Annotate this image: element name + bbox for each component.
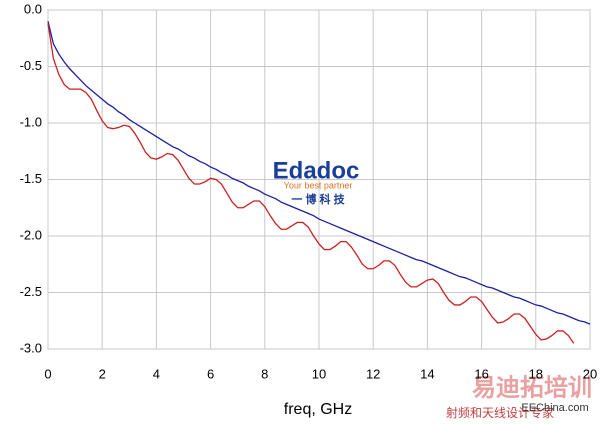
watermark: Your best partner [284,180,353,190]
y-tick-label: -0.5 [20,58,42,73]
x-axis-label: freq, GHz [284,401,352,418]
x-tick-label: 18 [529,366,543,381]
x-tick-label: 0 [44,366,51,381]
x-tick-label: 4 [153,366,160,381]
y-tick-label: -2.5 [20,284,42,299]
x-tick-label: 20 [583,366,597,381]
watermark: EEChina.com [521,402,588,414]
series-line [47,21,591,325]
series-line [47,23,575,344]
watermark: 一 博 科 技 [291,192,345,206]
x-tick-label: 8 [261,366,268,381]
watermark: 射频和天线设计专家 [446,405,554,420]
y-tick-label: -1.5 [20,171,42,186]
x-tick-label: 10 [312,366,326,381]
x-tick-label: 6 [207,366,214,381]
watermark: 易迪拓培训 [472,373,592,401]
x-tick-label: 12 [366,366,380,381]
y-tick-label: 0.0 [24,1,42,16]
y-tick-label: -1.0 [20,114,42,129]
x-tick-label: 16 [474,366,488,381]
x-tick-label: 14 [420,366,434,381]
y-tick-label: -2.0 [20,227,42,242]
x-tick-label: 2 [99,366,106,381]
y-tick-label: -3.0 [20,340,42,355]
watermark: Edadoc [273,157,360,184]
